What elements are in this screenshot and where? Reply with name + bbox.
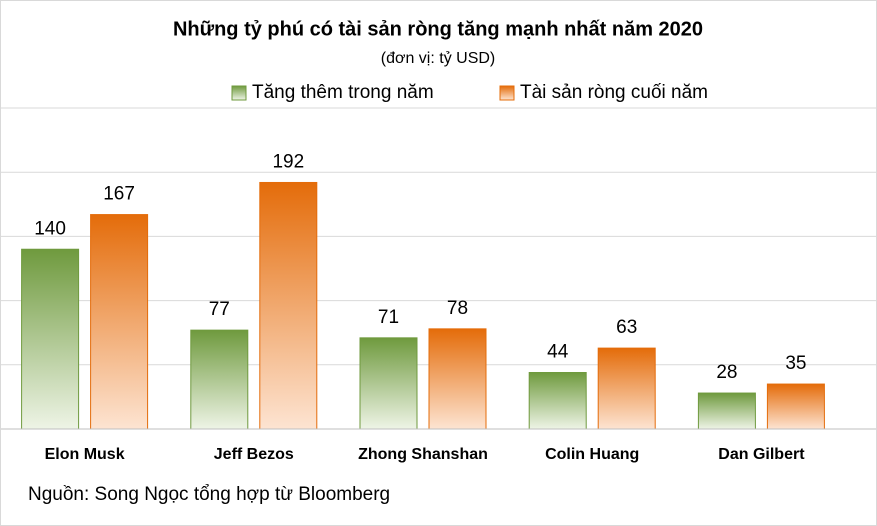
legend-swatch xyxy=(231,85,247,101)
bar xyxy=(528,372,587,430)
source-note: Nguồn: Song Ngọc tổng hợp từ Bloomberg xyxy=(28,484,390,505)
bar xyxy=(190,329,249,430)
legend-swatch xyxy=(499,85,515,101)
data-label: 63 xyxy=(616,317,637,338)
bar xyxy=(21,248,80,430)
x-tick-label: Dan Gilbert xyxy=(718,446,805,463)
data-label: 192 xyxy=(272,151,304,172)
x-tick-label: Jeff Bezos xyxy=(214,446,294,463)
bar xyxy=(428,328,487,430)
bar xyxy=(90,214,149,430)
chart-subtitle: (đơn vị: tỷ USD) xyxy=(381,50,496,67)
bar xyxy=(359,337,418,430)
bar xyxy=(697,392,756,430)
legend-label: Tăng thêm trong năm xyxy=(252,82,434,103)
data-label: 78 xyxy=(447,298,468,319)
x-tick-label: Colin Huang xyxy=(545,446,639,463)
bar xyxy=(766,383,825,430)
legend-label: Tài sản ròng cuối năm xyxy=(520,82,708,103)
bar xyxy=(259,181,318,430)
data-label: 167 xyxy=(103,184,135,205)
data-label: 77 xyxy=(209,299,230,320)
bar xyxy=(597,347,656,430)
data-label: 28 xyxy=(716,362,737,383)
data-label: 71 xyxy=(378,307,399,328)
chart-title: Những tỷ phú có tài sản ròng tăng mạnh n… xyxy=(173,18,703,40)
x-tick-label: Zhong Shanshan xyxy=(358,446,488,463)
data-label: 140 xyxy=(34,218,66,239)
data-label: 44 xyxy=(547,342,569,363)
x-tick-label: Elon Musk xyxy=(45,446,125,463)
data-label: 35 xyxy=(785,353,806,374)
